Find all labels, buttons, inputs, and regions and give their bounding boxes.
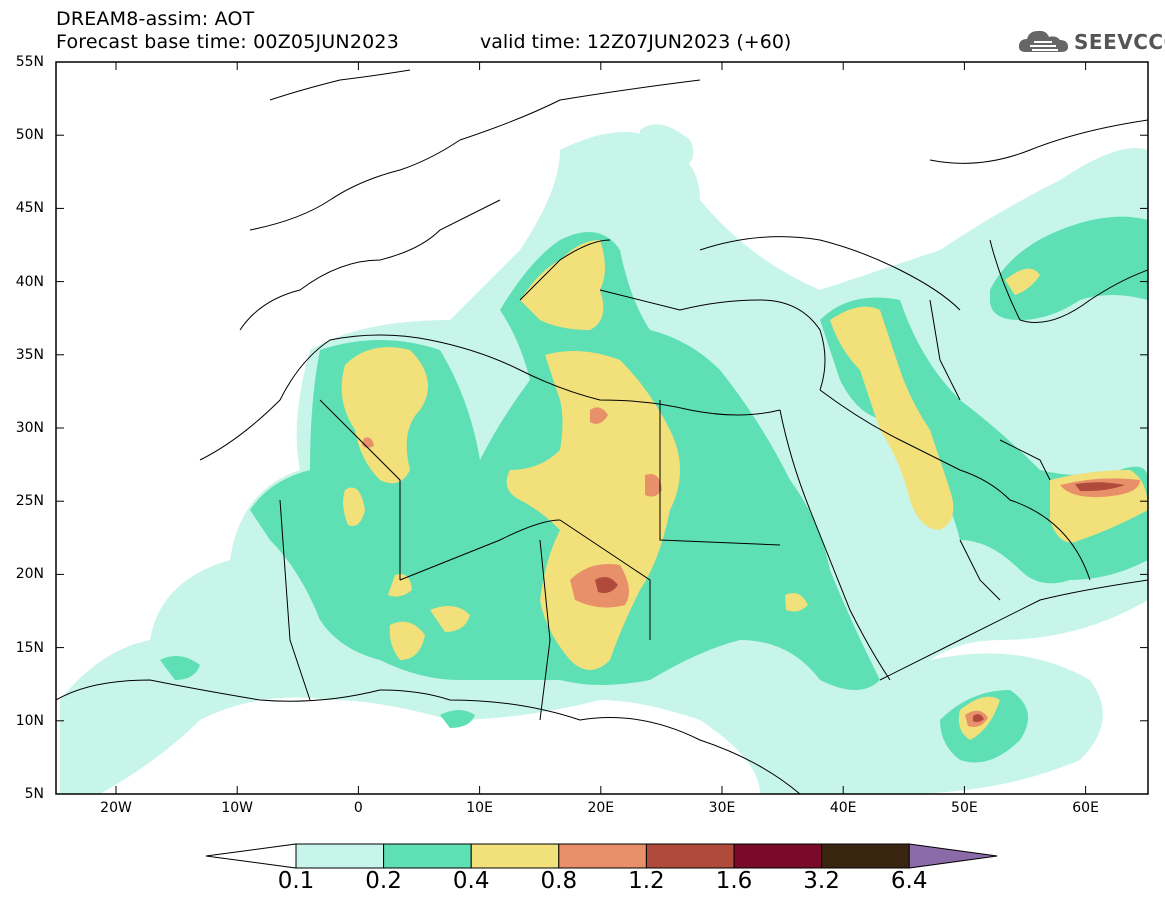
lat-label: 45N bbox=[15, 200, 44, 217]
lat-label: 10N bbox=[15, 712, 44, 729]
colorbar-label: 0.4 bbox=[452, 868, 490, 894]
lat-label: 35N bbox=[15, 346, 44, 363]
lat-label: 50N bbox=[15, 127, 44, 144]
colorbar-label: 0.1 bbox=[277, 868, 315, 894]
lat-label: 25N bbox=[15, 493, 44, 510]
colorbar-box bbox=[645, 843, 735, 869]
lat-label: 55N bbox=[15, 54, 44, 70]
base-time: Forecast base time: 00Z05JUN2023 bbox=[56, 31, 399, 53]
lon-label: 30E bbox=[708, 800, 736, 816]
aot-field bbox=[56, 69, 1148, 794]
colorbar-box bbox=[470, 843, 560, 869]
logo-text: SEEVCCC bbox=[1074, 30, 1165, 54]
axis-ticks bbox=[56, 61, 1148, 795]
lon-label: 50E bbox=[951, 800, 978, 816]
valid-time: valid time: 12Z07JUN2023 (+60) bbox=[480, 31, 792, 53]
lat-label: 20N bbox=[15, 566, 44, 583]
country-borders bbox=[56, 69, 1148, 794]
colorbar-box bbox=[733, 843, 823, 869]
lon-label: 40E bbox=[829, 800, 857, 816]
colorbar-label: 0.2 bbox=[365, 868, 402, 894]
colorbar-label: 1.2 bbox=[628, 868, 665, 894]
lat-label: 40N bbox=[15, 273, 44, 290]
seevccc-logo: SEEVCCC bbox=[1016, 24, 1165, 58]
colorbar-label: 0.8 bbox=[540, 868, 578, 894]
chart-title: DREAM8-assim: AOT bbox=[56, 8, 255, 30]
colorbar-box bbox=[558, 843, 647, 869]
colorbar-label: 1.6 bbox=[715, 868, 753, 894]
cloud-icon bbox=[1018, 30, 1068, 52]
lon-label: 0 bbox=[353, 800, 363, 816]
lon-label: 20W bbox=[100, 800, 132, 816]
lon-label: 10E bbox=[466, 800, 493, 816]
colorbar-high-arrow bbox=[908, 843, 998, 869]
aot-band-1.2 bbox=[595, 482, 1125, 723]
colorbar-box bbox=[383, 843, 472, 869]
lat-label: 30N bbox=[15, 420, 44, 436]
colorbar-label: 6.4 bbox=[890, 868, 928, 894]
lon-label: 20E bbox=[587, 800, 615, 816]
colorbar-label: 3.2 bbox=[803, 868, 840, 894]
lat-label: 5N bbox=[24, 786, 44, 802]
colorbar-box bbox=[821, 843, 910, 869]
lon-label: 10W bbox=[221, 800, 254, 816]
lon-label: 60E bbox=[1072, 800, 1099, 816]
colorbar-low-arrow bbox=[205, 843, 297, 869]
colorbar-box bbox=[295, 843, 385, 869]
lat-label: 15N bbox=[15, 639, 44, 656]
